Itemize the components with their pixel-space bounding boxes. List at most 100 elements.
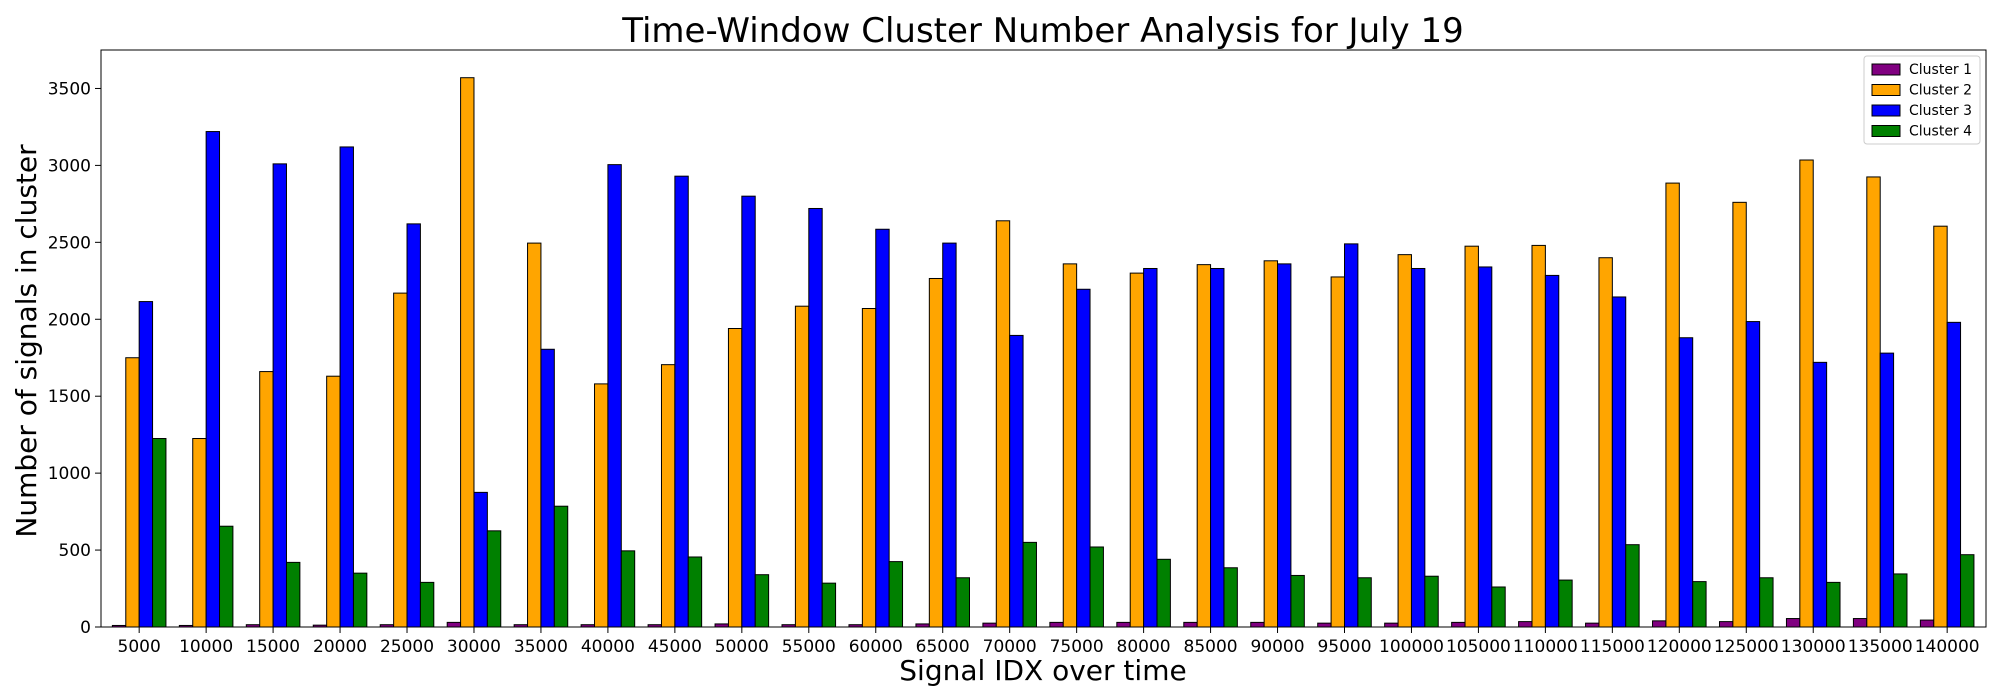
bar-cluster-4-135000 [1893,573,1908,628]
bar-cluster-3-55000 [808,207,823,628]
bar-cluster-2-25000 [393,292,408,628]
bar-cluster-2-85000 [1196,264,1212,628]
bar-cluster-1-90000 [1250,621,1265,628]
bar-cluster-4-65000 [955,577,970,628]
bar-cluster-3-140000 [1946,321,1962,628]
x-tick-label: 50000 [715,637,769,657]
bar-cluster-4-35000 [553,505,569,628]
x-axis-label: Signal IDX over time [899,654,1186,687]
bar-cluster-2-65000 [928,277,944,628]
x-tick-label: 40000 [581,637,635,657]
bar-cluster-3-45000 [674,175,689,628]
bar-cluster-2-120000 [1665,182,1680,628]
y-tick-label: 0 [80,618,91,638]
bar-cluster-3-40000 [607,164,622,628]
x-tick-label: 90000 [1250,637,1304,657]
bar-cluster-1-30000 [446,621,462,628]
bar-cluster-2-5000 [125,357,140,628]
bar-cluster-2-10000 [192,438,207,628]
bar-cluster-4-90000 [1290,574,1305,628]
x-tick-label: 125000 [1714,637,1779,657]
bar-cluster-2-140000 [1933,225,1948,628]
bar-cluster-2-125000 [1732,201,1747,628]
bar-cluster-4-110000 [1558,579,1573,628]
bar-cluster-4-5000 [152,438,167,628]
bar-cluster-4-80000 [1156,558,1171,628]
x-tick-label: 95000 [1317,637,1371,657]
bar-cluster-2-110000 [1531,244,1546,628]
x-tick-label: 30000 [447,637,501,657]
y-tick-label: 1500 [48,387,91,407]
legend: Cluster 1 Cluster 2 Cluster 3 Cluster 4 [1863,55,1981,145]
legend-swatch-cluster-3 [1871,104,1901,117]
bar-cluster-3-20000 [339,146,354,628]
x-tick-label: 15000 [246,637,300,657]
x-tick-label: 75000 [1050,637,1104,657]
bar-cluster-2-100000 [1397,254,1412,628]
bar-cluster-2-35000 [527,242,542,628]
bar-cluster-4-45000 [687,556,703,628]
chart-title: Time-Window Cluster Number Analysis for … [621,11,1464,51]
bar-cluster-4-95000 [1357,577,1372,628]
legend-label-cluster-3: Cluster 3 [1909,103,1972,119]
legend-label-cluster-1: Cluster 1 [1909,62,1972,78]
bar-cluster-1-70000 [982,622,997,628]
bar-cluster-4-50000 [754,574,770,628]
x-tick-label: 20000 [313,637,367,657]
bar-cluster-4-60000 [888,561,904,628]
bar-cluster-2-30000 [460,77,475,628]
bar-cluster-4-100000 [1424,575,1439,628]
x-tick-label: 120000 [1647,637,1712,657]
y-tick-label: 3500 [48,79,91,99]
bar-cluster-3-60000 [875,228,890,628]
bar-cluster-3-120000 [1678,337,1694,628]
bar-cluster-4-15000 [285,561,301,628]
x-tick-label: 80000 [1117,637,1171,657]
bar-cluster-2-105000 [1464,245,1479,628]
bar-cluster-1-85000 [1183,621,1198,628]
y-axis-ticks: 0 500 1000 1500 2000 2500 3000 3500 [48,79,101,638]
plot-frame [100,49,1987,628]
bar-cluster-4-55000 [821,582,837,628]
x-tick-label: 65000 [916,637,970,657]
bar-cluster-1-75000 [1049,621,1064,628]
bar-cluster-3-130000 [1812,361,1828,628]
bar-cluster-4-75000 [1089,546,1104,628]
bar-cluster-4-40000 [620,550,636,628]
x-tick-label: 10000 [179,637,233,657]
bars-layer [111,77,1975,628]
x-tick-label: 25000 [380,637,434,657]
x-tick-label: 35000 [514,637,568,657]
bar-cluster-4-85000 [1223,567,1238,628]
bar-cluster-3-25000 [406,223,421,628]
bar-cluster-2-135000 [1866,176,1881,628]
x-tick-label: 115000 [1580,637,1645,657]
bar-cluster-4-105000 [1491,586,1506,628]
bar-cluster-3-65000 [942,242,957,628]
y-tick-label: 3000 [48,156,91,176]
bar-cluster-3-80000 [1143,267,1158,628]
legend-swatch-cluster-1 [1871,63,1901,76]
bar-cluster-1-115000 [1585,622,1600,628]
bar-cluster-3-90000 [1277,263,1292,628]
bar-cluster-4-115000 [1625,544,1640,628]
legend-swatch-cluster-2 [1871,84,1901,96]
y-tick-label: 1000 [48,464,91,484]
bar-cluster-3-115000 [1611,296,1627,628]
bar-cluster-3-100000 [1410,267,1426,628]
x-tick-label: 60000 [849,637,903,657]
bar-cluster-1-140000 [1919,619,1935,628]
x-tick-label: 105000 [1446,637,1511,657]
bar-cluster-2-40000 [594,383,609,628]
x-tick-label: 55000 [782,637,836,657]
bar-cluster-1-105000 [1451,621,1466,628]
bar-cluster-2-80000 [1129,272,1145,628]
bar-cluster-2-60000 [861,308,877,628]
bar-cluster-3-105000 [1477,266,1493,628]
bar-cluster-4-120000 [1692,581,1707,628]
x-tick-label: 100000 [1379,637,1444,657]
bar-cluster-2-70000 [995,220,1011,628]
bar-cluster-3-95000 [1344,243,1359,628]
x-tick-label: 110000 [1513,637,1578,657]
